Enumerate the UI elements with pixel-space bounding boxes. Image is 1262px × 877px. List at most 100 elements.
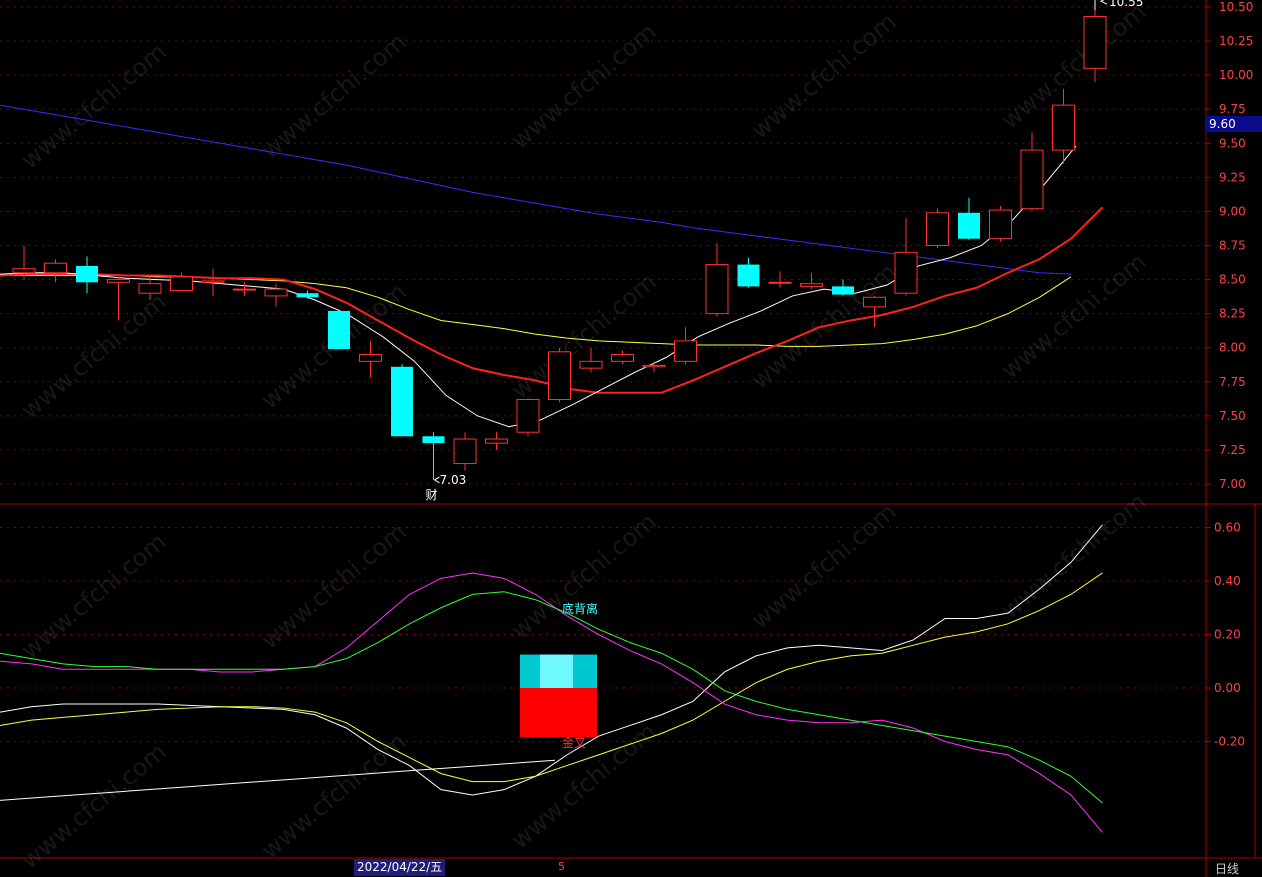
- candle: [768, 271, 792, 288]
- indicator-line: [0, 524, 1103, 796]
- candlesticks: [12, 0, 1107, 480]
- indicator-tick-label: 0.60: [1214, 521, 1241, 535]
- candle-body: [328, 310, 350, 350]
- candle: [989, 205, 1012, 242]
- candle-body: [453, 438, 477, 465]
- candle: [548, 347, 571, 403]
- price-tick-label: 7.50: [1219, 409, 1246, 423]
- time-axis-tick: 5: [558, 860, 565, 873]
- candle: [44, 259, 67, 283]
- candle-body: [768, 281, 792, 284]
- candle-body: [12, 268, 36, 274]
- indicator-panel: [0, 524, 1103, 833]
- price-tick-label: 7.00: [1219, 477, 1246, 491]
- candle: [422, 432, 445, 480]
- candle-body: [863, 296, 886, 308]
- low-marker-label: 7.03: [440, 473, 467, 487]
- candle: [138, 276, 162, 301]
- price-tick-label: 8.25: [1219, 307, 1246, 321]
- price-tick-label: 8.75: [1219, 239, 1246, 253]
- cursor-date-label: 2022/04/22/五: [354, 859, 446, 876]
- price-tick-label: 9.25: [1219, 170, 1246, 184]
- candle-body: [926, 212, 949, 246]
- candle-body: [391, 366, 413, 437]
- candle-body: [958, 212, 980, 239]
- event-marker: 财: [426, 488, 438, 502]
- indicator-tick-label: 0.40: [1214, 574, 1241, 588]
- candle: [391, 364, 413, 437]
- candle: [233, 282, 256, 296]
- period-label[interactable]: 日线: [1215, 862, 1240, 876]
- ma60-line: [0, 104, 1072, 275]
- indicator-line: [0, 759, 556, 801]
- price-tick-label: 10.25: [1219, 34, 1253, 48]
- indicator-bar-highlight: [540, 654, 573, 688]
- indicator-bar-lower: [520, 688, 597, 738]
- price-tick-label: 9.50: [1219, 136, 1246, 150]
- candle: [453, 432, 477, 471]
- candle-body: [296, 293, 319, 298]
- price-tick-label: 7.75: [1219, 375, 1246, 389]
- candle-body: [674, 340, 697, 362]
- candle-body: [1020, 149, 1044, 210]
- price-axis: 10.50 10.25 10.00 9.75 9.50 9.25 9.00 8.75 8.50 8…: [1206, 0, 1253, 749]
- candle: [201, 268, 225, 296]
- indicator-tick-label: -0.20: [1214, 735, 1245, 749]
- price-tick-label: 10.00: [1219, 68, 1253, 82]
- indicator-tick-label: 0.00: [1214, 681, 1241, 695]
- candle-body: [611, 354, 634, 362]
- candle: [485, 432, 508, 450]
- candle: [863, 295, 886, 328]
- candle-body: [516, 399, 540, 433]
- candle: [264, 283, 288, 307]
- candle-body: [138, 283, 162, 294]
- candle-body: [1083, 16, 1107, 69]
- candle-body: [705, 264, 729, 315]
- candle: [296, 290, 319, 299]
- candle: [832, 279, 854, 296]
- candle-body: [422, 436, 445, 444]
- candle: [328, 309, 350, 350]
- price-tick-label: 9.00: [1219, 204, 1246, 218]
- candle: [642, 361, 666, 373]
- candle-body: [359, 354, 382, 362]
- candle-body: [548, 351, 571, 401]
- candle: [1083, 0, 1107, 82]
- price-tick-label: 7.25: [1219, 443, 1246, 457]
- low-marker-arrow: [433, 476, 440, 484]
- candle: [359, 340, 382, 378]
- indicator-line: [0, 572, 1103, 783]
- candle: [926, 208, 949, 249]
- candle-body: [1052, 104, 1075, 151]
- price-tick-label: 9.75: [1219, 102, 1246, 116]
- high-marker-arrow: [1099, 0, 1108, 5]
- candle: [611, 350, 634, 365]
- indicator-line: [0, 591, 1103, 804]
- candle: [107, 276, 130, 321]
- candle-body: [170, 276, 193, 291]
- candle-body: [894, 251, 918, 294]
- candle-body: [485, 438, 508, 444]
- candle-body: [989, 209, 1012, 240]
- candle-body: [107, 279, 130, 283]
- candle-body: [233, 288, 256, 291]
- candle-body: [642, 364, 666, 368]
- candle: [76, 256, 98, 294]
- high-marker-label: 10.55: [1109, 0, 1143, 9]
- candle: [674, 327, 697, 365]
- candle-body: [832, 286, 854, 295]
- candle: [705, 242, 729, 317]
- candle-body: [76, 265, 98, 283]
- price-tick-label: 10.50: [1219, 0, 1253, 14]
- candle: [800, 272, 823, 290]
- indicator-tick-label: 0.20: [1214, 628, 1241, 642]
- candle: [579, 347, 603, 373]
- candle-body: [579, 360, 603, 369]
- candle-body: [737, 264, 760, 287]
- candle: [737, 257, 760, 288]
- candle-body: [264, 288, 288, 297]
- candle: [1020, 132, 1044, 212]
